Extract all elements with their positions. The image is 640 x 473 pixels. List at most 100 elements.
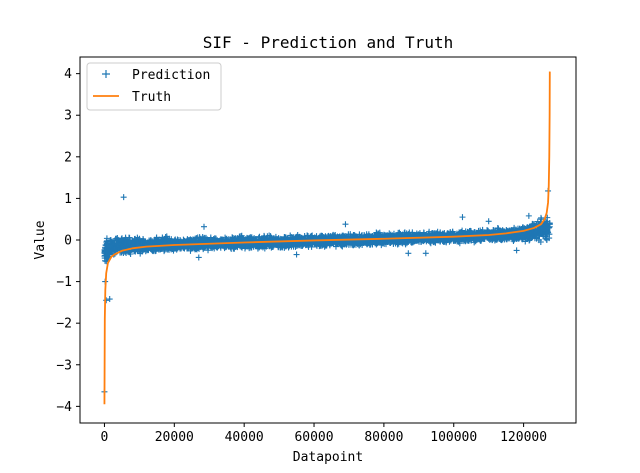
prediction-point <box>281 241 288 248</box>
prediction-point <box>298 238 305 245</box>
prediction-point <box>527 229 534 236</box>
prediction-point <box>261 232 268 239</box>
prediction-point <box>294 231 301 238</box>
y-tick-label: −3 <box>56 358 72 373</box>
prediction-point <box>111 244 118 251</box>
x-axis: 0 20000 40000 60000 80000 100000 120000 <box>101 423 547 445</box>
y-tick-label: 2 <box>64 150 72 165</box>
prediction-point <box>365 231 372 238</box>
prediction-point <box>238 243 245 250</box>
prediction-point <box>130 241 137 248</box>
prediction-point <box>120 194 127 201</box>
prediction-point <box>326 241 333 248</box>
prediction-point <box>540 233 547 240</box>
prediction-point <box>112 247 119 254</box>
prediction-point <box>422 250 429 257</box>
prediction-point <box>101 255 108 262</box>
prediction-point <box>166 235 173 242</box>
prediction-point <box>465 229 472 236</box>
prediction-point <box>293 251 300 258</box>
prediction-point <box>351 241 358 248</box>
prediction-point <box>201 223 207 230</box>
prediction-point <box>183 238 190 245</box>
prediction-point <box>332 243 339 250</box>
prediction-point <box>162 239 169 246</box>
prediction-point <box>165 245 172 252</box>
legend-frame <box>86 62 222 111</box>
prediction-point <box>228 245 235 252</box>
prediction-point <box>476 236 483 243</box>
prediction-point <box>513 247 520 254</box>
prediction-point <box>102 242 109 249</box>
y-axis: −4 −3 −2 −1 0 1 2 3 4 <box>56 67 80 415</box>
prediction-point <box>103 235 110 242</box>
prediction-point <box>101 249 108 256</box>
prediction-point <box>490 227 497 234</box>
prediction-point <box>457 229 464 236</box>
prediction-point <box>546 231 553 238</box>
legend-prediction-label: Prediction <box>132 68 210 83</box>
prediction-point <box>366 240 373 247</box>
prediction-point <box>238 232 245 239</box>
prediction-point <box>111 237 118 244</box>
y-axis-label: Value <box>33 220 48 259</box>
prediction-point <box>201 244 208 251</box>
prediction-point <box>546 220 553 227</box>
y-tick-label: 1 <box>64 192 72 207</box>
prediction-point <box>342 221 349 228</box>
prediction-point <box>486 236 493 243</box>
plot-area <box>101 71 553 405</box>
y-tick-label: 3 <box>64 109 72 124</box>
prediction-point <box>330 231 337 238</box>
x-tick-label: 0 <box>101 430 109 445</box>
prediction-point <box>127 237 134 244</box>
chart-title: SIF - Prediction and Truth <box>203 33 453 52</box>
prediction-point <box>386 239 393 246</box>
prediction-point <box>313 233 320 240</box>
prediction-point <box>308 243 315 250</box>
prediction-point <box>341 240 348 247</box>
y-tick-label: 4 <box>64 67 72 82</box>
prediction-point <box>189 244 196 251</box>
prediction-point <box>148 240 155 247</box>
prediction-point <box>136 235 143 242</box>
prediction-point <box>337 240 344 247</box>
prediction-point <box>244 242 251 249</box>
x-tick-label: 60000 <box>294 430 333 445</box>
y-tick-label: −2 <box>56 317 72 332</box>
prediction-point <box>256 242 263 249</box>
prediction-point <box>311 236 318 243</box>
prediction-point <box>270 243 277 250</box>
legend-truth-label: Truth <box>132 90 171 105</box>
prediction-point <box>316 243 323 250</box>
legend: Prediction Truth <box>86 62 222 111</box>
prediction-point <box>106 243 113 250</box>
prediction-point <box>103 297 110 304</box>
truth-line <box>103 71 551 405</box>
prediction-point <box>534 218 541 225</box>
prediction-point <box>450 237 457 244</box>
prediction-point <box>525 212 532 219</box>
prediction-point <box>528 233 535 240</box>
prediction-point <box>135 247 142 254</box>
prediction-point <box>507 232 514 239</box>
x-tick-label: 120000 <box>500 430 547 445</box>
y-tick-label: −1 <box>56 275 72 290</box>
prediction-point <box>485 218 492 225</box>
prediction-point <box>498 235 505 242</box>
x-tick-label: 20000 <box>155 430 194 445</box>
prediction-point <box>406 229 413 236</box>
prediction-point <box>396 229 403 236</box>
x-axis-label: Datapoint <box>293 450 363 465</box>
prediction-point <box>153 235 160 242</box>
prediction-point <box>199 237 206 244</box>
prediction-point <box>445 230 452 237</box>
prediction-point <box>118 236 125 243</box>
axes-frame <box>79 56 577 424</box>
x-tick-label: 40000 <box>225 430 264 445</box>
prediction-point <box>538 216 545 223</box>
prediction-point <box>519 231 526 238</box>
prediction-point <box>412 237 419 244</box>
prediction-point <box>261 241 268 248</box>
